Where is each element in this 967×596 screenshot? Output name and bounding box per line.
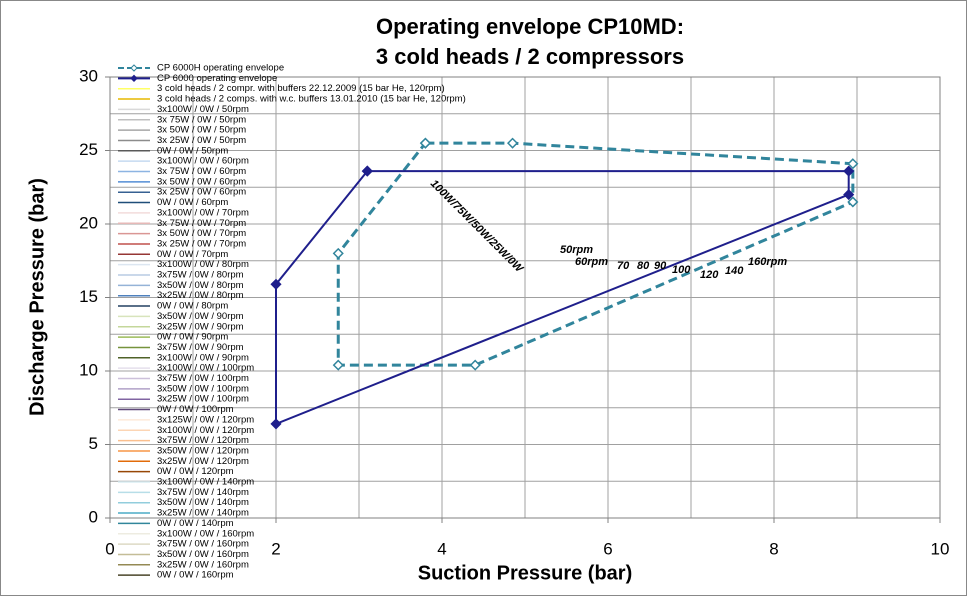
- legend-label: 3x100W / 0W / 140rpm: [157, 477, 254, 488]
- y-tick-label: 15: [79, 287, 98, 306]
- legend-label: 3 cold heads / 2 comps. with w.c. buffer…: [157, 94, 466, 105]
- legend-label: 3x50W / 0W / 80rpm: [157, 280, 244, 291]
- legend-label: 3x 25W / 0W / 60rpm: [157, 187, 246, 198]
- legend-label: 3x75W / 0W / 120rpm: [157, 435, 249, 446]
- legend-label: 3x100W / 0W / 60rpm: [157, 156, 249, 167]
- legend-label: 3x100W / 0W / 120rpm: [157, 425, 254, 436]
- annotation: 160rpm: [748, 256, 787, 268]
- legend-label: 3x75W / 0W / 90rpm: [157, 342, 244, 353]
- legend-label: 3x25W / 0W / 100rpm: [157, 394, 249, 405]
- legend-label: 3x100W / 0W / 80rpm: [157, 259, 249, 270]
- data-point: [847, 158, 859, 170]
- legend-label: 3x 75W / 0W / 50rpm: [157, 114, 246, 125]
- y-axis-label: Discharge Pressure (bar): [26, 178, 48, 416]
- legend-label: 0W / 0W / 120rpm: [157, 466, 234, 477]
- annotation: 60rpm: [575, 256, 608, 268]
- legend-label: 3x100W / 0W / 160rpm: [157, 528, 254, 539]
- legend-label: 3x25W / 0W / 80rpm: [157, 290, 244, 301]
- annotation: 50rpm: [560, 244, 593, 256]
- data-point: [843, 165, 855, 177]
- x-axis-label: Suction Pressure (bar): [418, 562, 633, 584]
- legend-label: 3x75W / 0W / 160rpm: [157, 539, 249, 550]
- annotation: 120: [700, 269, 719, 281]
- legend-label: 3x50W / 0W / 160rpm: [157, 549, 249, 560]
- y-tick-label: 20: [79, 213, 98, 232]
- series-line: [275, 170, 850, 426]
- legend-label: 3x 50W / 0W / 50rpm: [157, 125, 246, 136]
- legend-label: 3x 50W / 0W / 70rpm: [157, 228, 246, 239]
- legend-marker: [130, 64, 138, 72]
- legend-label: 3x 75W / 0W / 70rpm: [157, 218, 246, 229]
- legend-label: 3x 25W / 0W / 70rpm: [157, 238, 246, 249]
- data-point: [270, 418, 282, 430]
- legend-label: 3x100W / 0W / 90rpm: [157, 352, 249, 363]
- data-point: [270, 278, 282, 290]
- y-tick-label: 10: [79, 360, 98, 379]
- data-point: [506, 137, 519, 149]
- legend-label: 3x100W / 0W / 70rpm: [157, 207, 249, 218]
- legend-label: 3x50W / 0W / 90rpm: [157, 311, 244, 322]
- chart-title: Operating envelope CP10MD:: [376, 14, 684, 39]
- annotation: 80: [637, 260, 650, 272]
- annotation: 90: [654, 260, 667, 272]
- legend-label: 0W / 0W / 70rpm: [157, 249, 228, 260]
- data-point: [332, 247, 344, 259]
- legend-label: 0W / 0W / 90rpm: [157, 332, 228, 343]
- annotation: 140: [725, 265, 744, 277]
- legend-label: 0W / 0W / 160rpm: [157, 570, 234, 581]
- data-point: [847, 196, 859, 208]
- data-point: [419, 137, 431, 149]
- x-tick-label: 8: [769, 539, 778, 558]
- x-tick-label: 4: [437, 539, 446, 558]
- legend-label: 3x25W / 0W / 140rpm: [157, 508, 249, 519]
- x-tick-label: 10: [931, 539, 950, 558]
- legend-label: 3x25W / 0W / 90rpm: [157, 321, 244, 332]
- legend-label: 0W / 0W / 140rpm: [157, 518, 234, 529]
- annotation: 70: [617, 260, 630, 272]
- legend-label: CP 6000 operating envelope: [157, 73, 277, 84]
- legend-label: 3x75W / 0W / 140rpm: [157, 487, 249, 498]
- x-tick-label: 6: [603, 539, 612, 558]
- legend-marker: [130, 74, 138, 83]
- series-line: [336, 141, 855, 367]
- annotation: 100: [672, 264, 691, 276]
- data-point: [843, 189, 855, 201]
- data-point: [469, 359, 481, 371]
- legend-label: 3x75W / 0W / 80rpm: [157, 270, 244, 281]
- legend-label: 3x50W / 0W / 100rpm: [157, 383, 249, 394]
- legend-label: 3x 75W / 0W / 60rpm: [157, 166, 246, 177]
- legend-label: CP 6000H operating envelope: [157, 63, 284, 74]
- chart-title: 3 cold heads / 2 compressors: [376, 44, 684, 69]
- legend-label: 0W / 0W / 60rpm: [157, 197, 228, 208]
- y-tick-label: 30: [79, 66, 98, 85]
- legend-label: 0W / 0W / 50rpm: [157, 145, 228, 156]
- data-point: [332, 359, 344, 371]
- legend-label: 3x125W / 0W / 120rpm: [157, 414, 254, 425]
- y-tick-label: 5: [89, 434, 98, 453]
- data-point: [361, 165, 373, 177]
- x-tick-label: 0: [105, 539, 114, 558]
- x-tick-label: 2: [271, 539, 280, 558]
- legend-label: 3x25W / 0W / 120rpm: [157, 456, 249, 467]
- legend-label: 0W / 0W / 80rpm: [157, 301, 228, 312]
- legend-label: 3x 50W / 0W / 60rpm: [157, 176, 246, 187]
- legend-label: 3x75W / 0W / 100rpm: [157, 373, 249, 384]
- legend-label: 3x50W / 0W / 120rpm: [157, 445, 249, 456]
- legend-label: 3x 25W / 0W / 50rpm: [157, 135, 246, 146]
- y-tick-label: 25: [79, 140, 98, 159]
- legend-label: 3x25W / 0W / 160rpm: [157, 559, 249, 570]
- legend-label: 3x100W / 0W / 50rpm: [157, 104, 249, 115]
- legend-label: 3x50W / 0W / 140rpm: [157, 497, 249, 508]
- y-tick-label: 0: [89, 507, 98, 526]
- legend-label: 0W / 0W / 100rpm: [157, 404, 234, 415]
- legend-label: 3x100W / 0W / 100rpm: [157, 363, 254, 374]
- legend-label: 3 cold heads / 2 compr. with buffers 22.…: [157, 83, 445, 94]
